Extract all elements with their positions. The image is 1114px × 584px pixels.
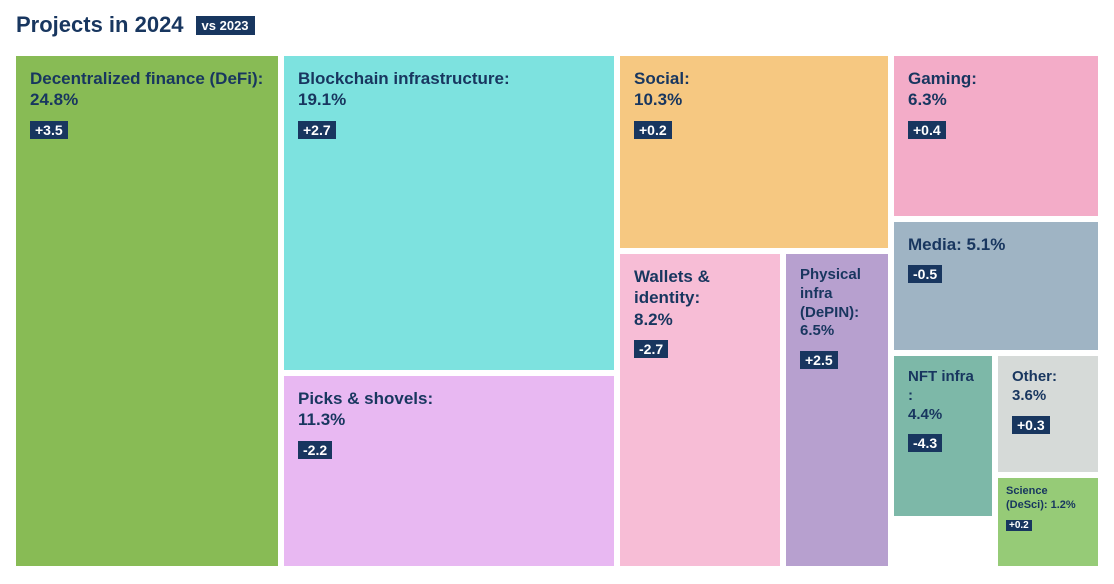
cell-delta: +0.4 — [908, 121, 946, 139]
cell-delta: +3.5 — [30, 121, 68, 139]
cell-label: Science (DeSci): 1.2% — [1006, 484, 1090, 513]
cell-label: Wallets & identity:8.2% — [634, 266, 766, 330]
cell-label: Social:10.3% — [634, 68, 874, 111]
cell-delta: +2.7 — [298, 121, 336, 139]
treemap-cell-desci: Science (DeSci): 1.2% +0.2 — [998, 478, 1098, 566]
cell-delta: -2.7 — [634, 340, 668, 358]
cell-delta: -4.3 — [908, 434, 942, 452]
cell-label: Other:3.6% — [1012, 368, 1084, 406]
cell-delta: -0.5 — [908, 265, 942, 283]
treemap-cell-gaming: Gaming:6.3% +0.4 — [894, 56, 1098, 216]
treemap-cell-infra: Blockchain infrastructure:19.1% +2.7 — [284, 56, 614, 370]
cell-label: Blockchain infrastructure:19.1% — [298, 68, 600, 111]
cell-delta: -2.2 — [298, 441, 332, 459]
treemap-cell-picks: Picks & shovels:11.3% -2.2 — [284, 376, 614, 566]
cell-label: Media: 5.1% — [908, 234, 1084, 255]
treemap-cell-other: Other:3.6% +0.3 — [998, 356, 1098, 472]
cell-label: Decentralized finance (DeFi):24.8% — [30, 68, 264, 111]
treemap-cell-defi: Decentralized finance (DeFi):24.8% +3.5 — [16, 56, 278, 566]
comparison-badge: vs 2023 — [196, 16, 255, 35]
cell-label: Physical infra (DePIN):6.5% — [800, 266, 874, 341]
cell-delta: +0.3 — [1012, 416, 1050, 434]
cell-label: Gaming:6.3% — [908, 68, 1084, 111]
treemap-cell-depin: Physical infra (DePIN):6.5% +2.5 — [786, 254, 888, 566]
treemap-cell-wallets: Wallets & identity:8.2% -2.7 — [620, 254, 780, 566]
cell-delta: +0.2 — [634, 121, 672, 139]
page-title: Projects in 2024 — [16, 12, 184, 38]
cell-delta: +2.5 — [800, 351, 838, 369]
cell-label: Picks & shovels:11.3% — [298, 388, 600, 431]
treemap-cell-nft: NFT infra :4.4% -4.3 — [894, 356, 992, 516]
treemap-cell-media: Media: 5.1% -0.5 — [894, 222, 1098, 350]
treemap-chart: Decentralized finance (DeFi):24.8% +3.5 Bl… — [16, 56, 1098, 566]
treemap-cell-social: Social:10.3% +0.2 — [620, 56, 888, 248]
cell-label: NFT infra :4.4% — [908, 368, 978, 424]
chart-header: Projects in 2024 vs 2023 — [16, 12, 1098, 38]
cell-delta: +0.2 — [1006, 520, 1032, 531]
